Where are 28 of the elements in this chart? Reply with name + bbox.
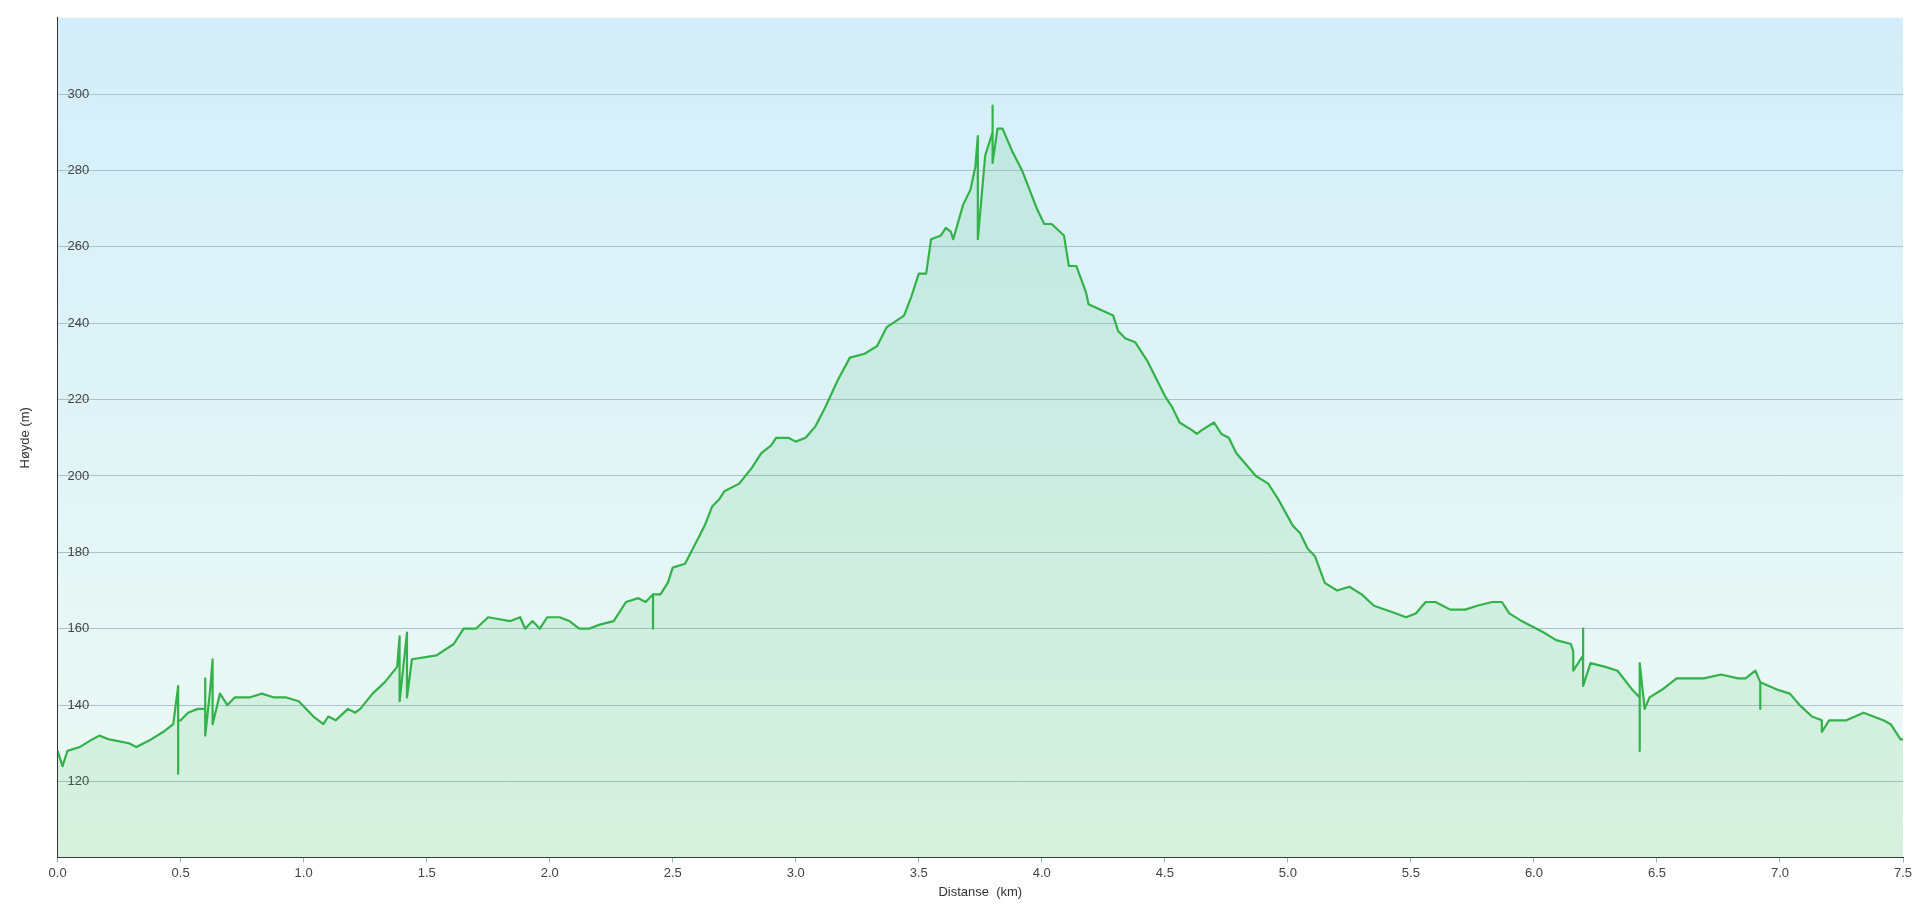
y-tick-label: 180 bbox=[67, 543, 90, 559]
y-tick-label: 200 bbox=[67, 467, 90, 483]
x-tick-label: 1.0 bbox=[294, 865, 313, 881]
x-tick-label: 6.0 bbox=[1524, 865, 1543, 881]
y-axis-title: Høyde (m) bbox=[17, 407, 33, 469]
x-tick-label: 4.5 bbox=[1155, 865, 1174, 881]
x-tick-label: 4.0 bbox=[1032, 865, 1051, 881]
y-tick-label: 220 bbox=[67, 391, 90, 407]
x-tick-label: 7.5 bbox=[1893, 865, 1913, 881]
x-tick-label: 3.0 bbox=[786, 865, 805, 881]
y-tick-label: 260 bbox=[67, 238, 90, 254]
x-tick-label: 6.5 bbox=[1647, 865, 1666, 881]
x-tick-label: 5.0 bbox=[1278, 865, 1297, 881]
x-tick-label: 0.0 bbox=[48, 865, 67, 881]
x-tick-label: 2.0 bbox=[540, 865, 559, 881]
y-tick-label: 120 bbox=[67, 773, 90, 789]
y-tick-label: 140 bbox=[67, 696, 90, 712]
y-tick-label: 240 bbox=[67, 314, 90, 330]
x-tick-label: 2.5 bbox=[663, 865, 682, 881]
y-tick-label: 280 bbox=[67, 162, 90, 178]
x-tick-label: 7.0 bbox=[1770, 865, 1790, 881]
y-tick-label: 300 bbox=[67, 85, 90, 101]
x-tick-label: 0.5 bbox=[171, 865, 190, 881]
y-tick-label: 160 bbox=[67, 620, 90, 636]
x-tick-label: 1.5 bbox=[417, 865, 436, 881]
x-tick-label: 3.5 bbox=[909, 865, 928, 881]
x-axis-title: Distanse (km) bbox=[938, 883, 1023, 899]
x-tick-label: 5.5 bbox=[1401, 865, 1420, 881]
